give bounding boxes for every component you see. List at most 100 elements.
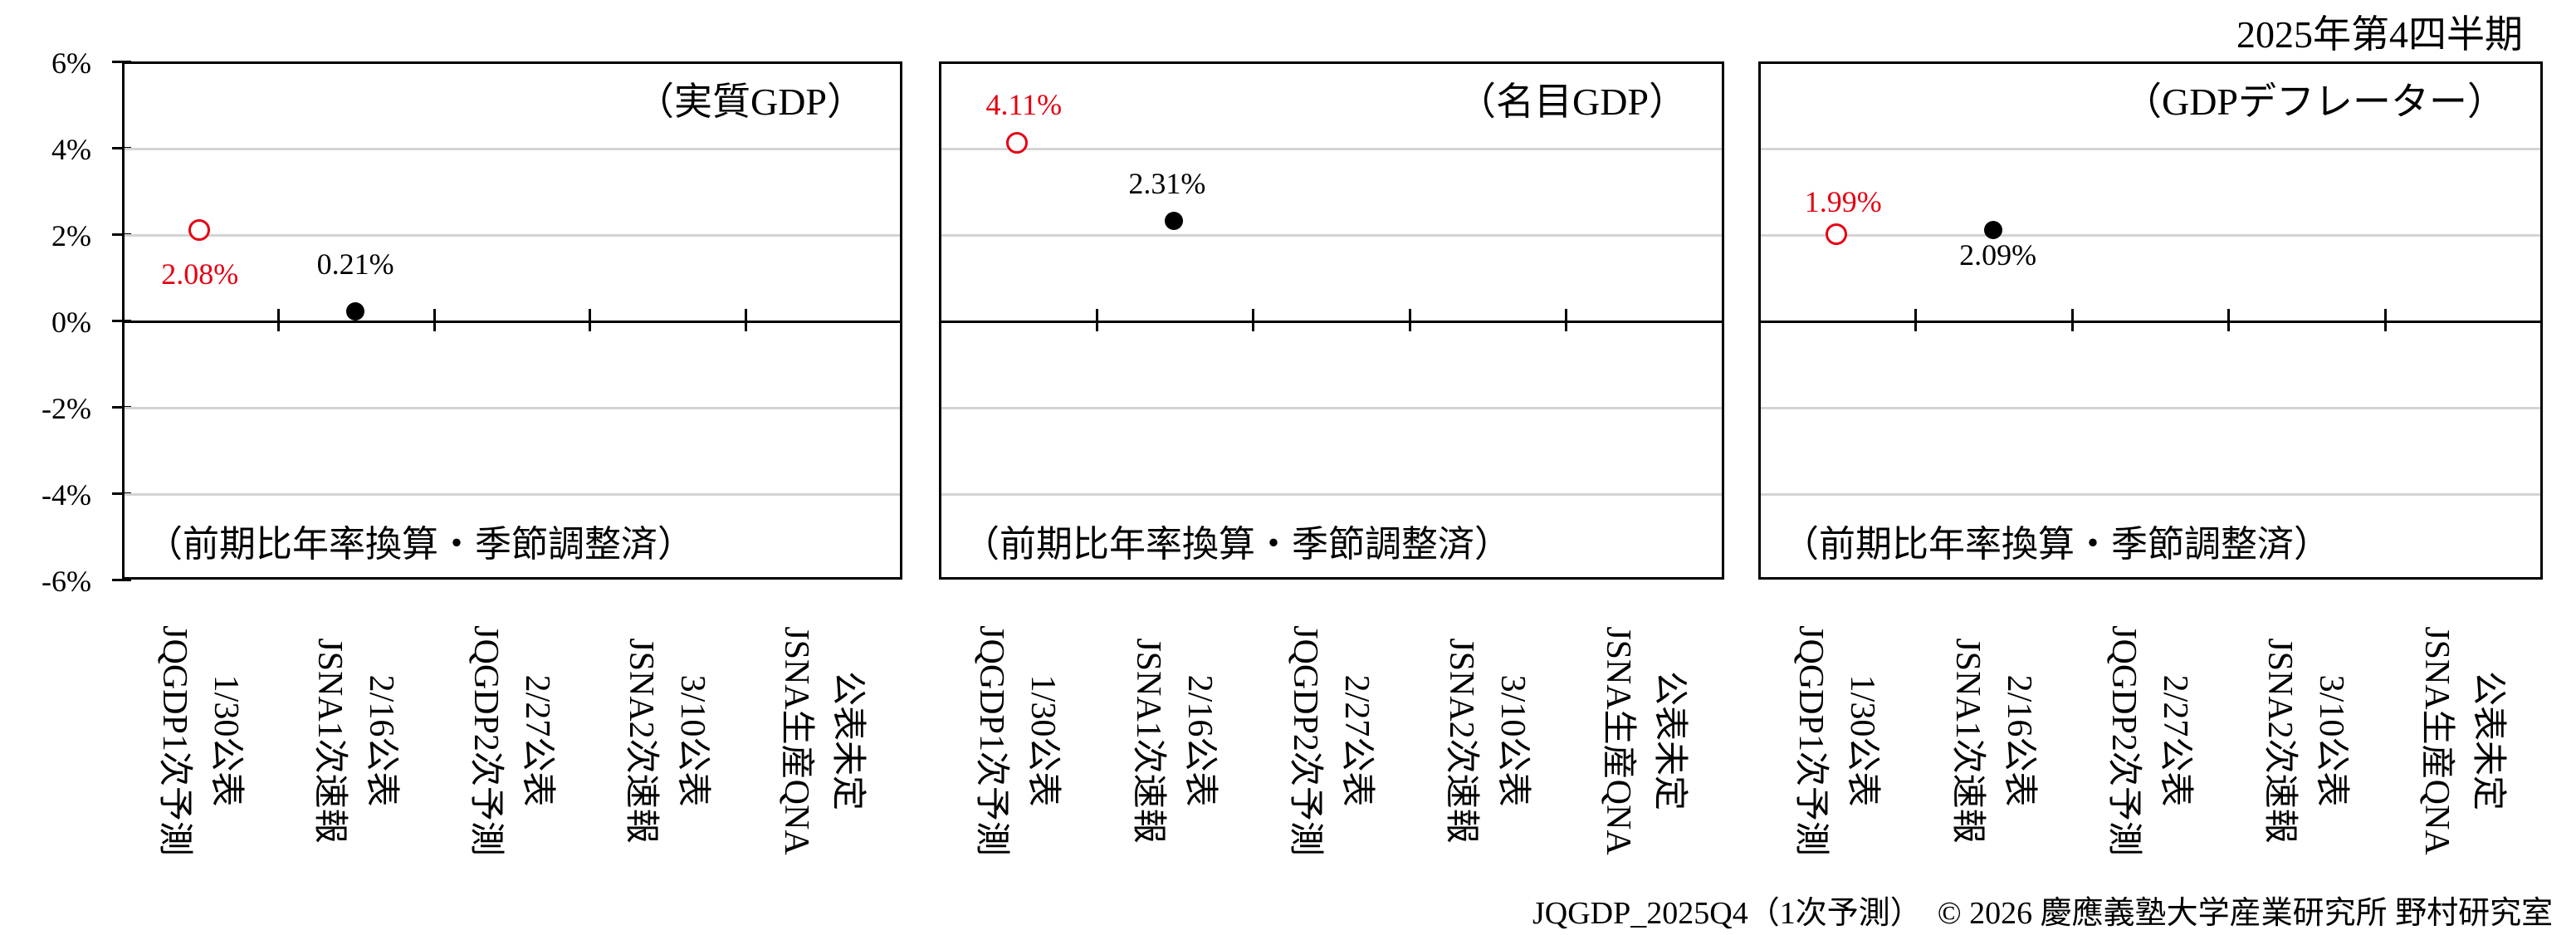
- category-date: 2/27公表: [2156, 674, 2194, 807]
- open-circle-marker-icon: [188, 219, 211, 242]
- category-label: 2/27公表 JQGDP2次予測: [2101, 591, 2201, 890]
- panel-note: （前期比年率換算・季節調整済）: [1782, 524, 2330, 565]
- panel-title: （実質GDP）: [635, 81, 865, 123]
- category-source: JQGDP2次予測: [1285, 625, 1324, 856]
- category-label: 公表未定 JSNA生産QNA: [2414, 591, 2514, 890]
- period-title: 2025年第4四半期: [2236, 13, 2523, 56]
- gridline-minus-2: [941, 407, 1722, 409]
- panel-note: （前期比年率換算・季節調整済）: [146, 524, 694, 565]
- y-tick-label: -4%: [42, 478, 91, 512]
- chart-panel-3: （GDPデフレーター） （前期比年率換算・季節調整済） 1.99% 2.09%: [1758, 61, 2543, 580]
- filled-circle-marker-icon: [1164, 211, 1183, 230]
- chart-panel-1: （実質GDP） （前期比年率換算・季節調整済） 2.08% 0.21%: [122, 61, 902, 580]
- gridline-4: [125, 148, 900, 150]
- y-tick-label: 6%: [51, 47, 91, 80]
- open-circle-marker-icon: [1005, 131, 1028, 154]
- filled-circle-marker-icon: [1983, 221, 2002, 240]
- open-circle-marker-icon: [1825, 223, 1847, 246]
- category-label: 2/16公表 JSNA1次速報: [1126, 591, 1225, 890]
- x-tick-mark: [277, 309, 281, 331]
- y-tick-mark: [112, 579, 131, 581]
- category-label: 3/10公表 JSNA2次速報: [2257, 591, 2357, 890]
- y-tick-mark: [112, 233, 131, 236]
- y-tick-label: 2%: [51, 219, 91, 252]
- jsna-value-label: 2.09%: [1959, 238, 2037, 272]
- x-tick-mark: [589, 309, 592, 331]
- y-tick-label: -2%: [42, 392, 91, 425]
- category-date: 1/30公表: [1024, 674, 1063, 807]
- category-source: JSNA1次速報: [310, 638, 349, 844]
- category-label: 公表未定 JSNA生産QNA: [1596, 591, 1695, 890]
- gridline-minus-4: [1761, 493, 2540, 496]
- footer-credit: JQGDP_2025Q4（1次予測） © 2026 慶應義塾大学産業研究所 野村…: [1532, 896, 2554, 931]
- category-date: 公表未定: [829, 670, 868, 810]
- x-tick-mark: [1408, 309, 1411, 331]
- jqgdp-value-label: 1.99%: [1804, 184, 1882, 218]
- x-tick-mark: [1914, 309, 1918, 331]
- category-date: 3/10公表: [1493, 674, 1532, 807]
- category-source: JQGDP1次予測: [154, 625, 193, 856]
- x-tick-mark: [1565, 309, 1568, 331]
- category-label: 2/27公表 JQGDP2次予測: [463, 591, 563, 890]
- y-tick-label: 4%: [51, 133, 91, 166]
- category-label: 1/30公表 JQGDP1次予測: [969, 591, 1068, 890]
- category-source: JSNA1次速報: [1948, 638, 1987, 844]
- category-date: 2/27公表: [1337, 674, 1376, 807]
- category-label: 公表未定 JSNA生産QNA: [774, 591, 873, 890]
- gridline-2: [125, 234, 900, 237]
- category-date: 3/10公表: [2312, 674, 2351, 807]
- gridline-4: [941, 148, 1722, 150]
- category-date: 2/16公表: [1180, 674, 1219, 807]
- category-label: 3/10公表 JSNA2次速報: [1439, 591, 1538, 890]
- panel-title: （GDPデフレーター）: [2123, 81, 2505, 123]
- category-date: 1/30公表: [1843, 674, 1882, 807]
- x-tick-mark: [2070, 309, 2074, 331]
- gridline-minus-2: [1761, 407, 2540, 409]
- category-date: 2/16公表: [362, 674, 401, 807]
- category-source: JSNA2次速報: [621, 638, 660, 844]
- panel-note: （前期比年率換算・季節調整済）: [963, 524, 1511, 565]
- category-date: 2/27公表: [517, 674, 556, 807]
- gridline-2: [941, 234, 1722, 237]
- y-tick-mark: [112, 406, 131, 409]
- category-date: 1/30公表: [206, 674, 245, 807]
- category-label: 1/30公表 JQGDP1次予測: [152, 591, 252, 890]
- category-date: 3/10公表: [672, 674, 711, 807]
- gridline-2: [1761, 234, 2540, 237]
- filled-circle-marker-icon: [346, 302, 365, 321]
- jsna-value-label: 2.31%: [1128, 166, 1206, 200]
- y-tick-mark: [112, 320, 131, 322]
- category-source: JQGDP1次予測: [972, 625, 1011, 856]
- x-tick-mark: [1095, 309, 1098, 331]
- y-tick-mark: [112, 61, 131, 63]
- category-source: JQGDP2次予測: [2104, 625, 2143, 856]
- category-date: 公表未定: [1650, 670, 1689, 810]
- zero-axis-line: [941, 321, 1722, 323]
- category-source: JSNA生産QNA: [777, 626, 816, 855]
- gridline-minus-4: [125, 493, 900, 496]
- y-tick-mark: [112, 492, 131, 495]
- jqgdp-value-label: 4.11%: [985, 88, 1063, 122]
- category-source: JSNA2次速報: [2261, 638, 2300, 844]
- y-tick-mark: [112, 147, 131, 149]
- category-date: 2/16公表: [1999, 674, 2038, 807]
- jsna-value-label: 0.21%: [316, 247, 394, 281]
- category-label: 1/30公表 JQGDP1次予測: [1788, 591, 1888, 890]
- category-source: JSNA2次速報: [1442, 638, 1481, 844]
- x-tick-mark: [2383, 309, 2387, 331]
- category-source: JQGDP1次予測: [1791, 625, 1831, 856]
- jqgdp-value-label: 2.08%: [161, 257, 239, 291]
- x-tick-mark: [433, 309, 436, 331]
- category-source: JSNA1次速報: [1128, 638, 1167, 844]
- y-tick-label: 0%: [51, 306, 91, 339]
- x-tick-mark: [1252, 309, 1255, 331]
- category-source: JQGDP2次予測: [466, 625, 505, 856]
- gridline-minus-4: [941, 493, 1722, 496]
- chart-panel-2: （名目GDP） （前期比年率換算・季節調整済） 4.11% 2.31%: [939, 61, 1724, 580]
- category-label: 3/10公表 JSNA2次速報: [618, 591, 718, 890]
- y-tick-label: -6%: [42, 565, 91, 598]
- gridline-4: [1761, 148, 2540, 150]
- category-date: 公表未定: [2468, 670, 2507, 810]
- x-tick-mark: [2227, 309, 2231, 331]
- panel-title: （名目GDP）: [1457, 81, 1687, 123]
